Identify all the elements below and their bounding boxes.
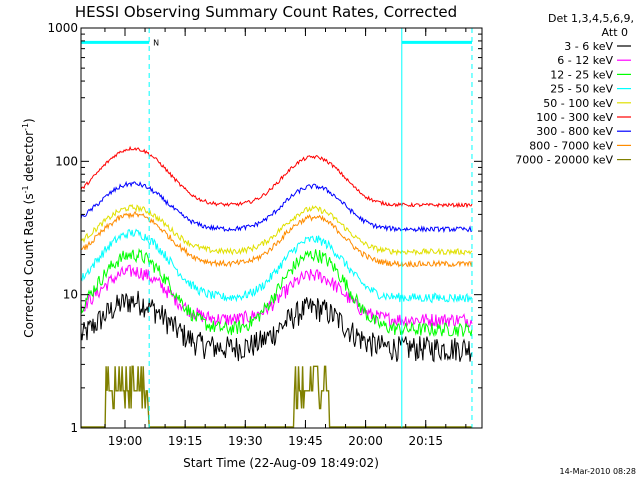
y-tick-label: 1000	[47, 21, 78, 35]
chart-title: HESSI Observing Summary Count Rates, Cor…	[75, 3, 457, 21]
plot-frame	[80, 27, 483, 429]
legend-entry-label: 12 - 25 keV	[550, 68, 613, 81]
x-axis: 19:00 19:15 19:30 19:45 20:00 20:15	[104, 28, 467, 448]
y-axis-label-part: detector	[22, 131, 36, 186]
x-tick-label: 20:00	[348, 434, 383, 448]
series-line	[80, 210, 473, 268]
legend-entry-label: 100 - 300 keV	[536, 111, 613, 124]
footer-timestamp: 14-Mar-2010 08:28	[560, 467, 637, 476]
night-flag-label: N	[153, 38, 159, 47]
x-tick-label: 19:45	[288, 434, 323, 448]
y-axis-label-exponent: -1	[21, 123, 30, 131]
x-axis-label: Start Time (22-Aug-09 18:49:02)	[183, 456, 379, 470]
y-axis-label: Corrected Count Rate (s-1 detector-1)	[21, 118, 36, 337]
series-line	[80, 180, 473, 234]
series-line	[80, 228, 473, 304]
series-line	[81, 365, 472, 428]
y-tick-label: 1	[70, 421, 78, 435]
x-tick-label: 19:15	[168, 434, 203, 448]
legend-entry-label: 300 - 800 keV	[536, 125, 613, 138]
series-line	[80, 247, 473, 338]
x-tick-label: 20:15	[408, 434, 443, 448]
series-line	[80, 145, 473, 209]
legend-entry-label: 50 - 100 keV	[543, 97, 613, 110]
x-tick-label: 19:30	[228, 434, 263, 448]
legend-entry-label: 3 - 6 keV	[564, 40, 613, 53]
y-tick-label: 10	[63, 288, 78, 302]
x-tick-label: 19:00	[108, 434, 143, 448]
y-axis-label-exponent: -1	[21, 185, 30, 193]
legend-entry-label: 25 - 50 keV	[550, 83, 613, 96]
y-axis-label-part: Corrected Count Rate (s	[22, 193, 36, 337]
y-axis: 1 10 100 1000	[47, 21, 482, 435]
legend-entry-label: 800 - 7000 keV	[529, 139, 613, 152]
legend-header-line: Det 1,3,4,5,6,9,	[548, 12, 634, 25]
legend-entry-label: 7000 - 20000 keV	[515, 154, 613, 167]
y-tick-label: 100	[55, 154, 78, 168]
series-line	[80, 203, 473, 257]
series-line	[80, 290, 473, 363]
y-axis-label-part: )	[22, 118, 36, 123]
plot-marks: N	[80, 28, 473, 428]
legend-header-line: Att 0	[602, 26, 628, 39]
legend-entry-label: 6 - 12 keV	[557, 54, 613, 67]
